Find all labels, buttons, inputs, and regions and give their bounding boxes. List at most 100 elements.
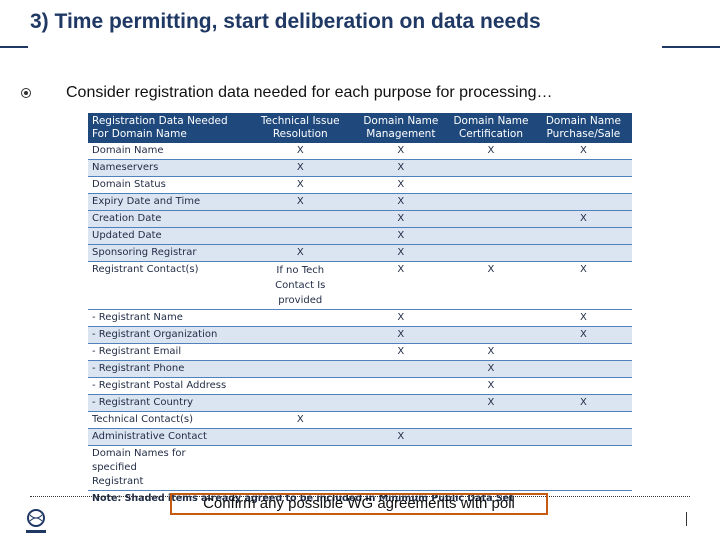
table-row: Sponsoring Registrar X X bbox=[88, 244, 632, 262]
title-rule bbox=[0, 46, 28, 48]
cell: X bbox=[534, 326, 632, 344]
cell bbox=[447, 210, 535, 228]
cell: X bbox=[447, 394, 535, 412]
cell bbox=[246, 309, 355, 327]
cell bbox=[246, 360, 355, 378]
cell: X bbox=[354, 309, 448, 327]
cell bbox=[246, 428, 355, 446]
row-label: Sponsoring Registrar bbox=[88, 244, 246, 262]
cell: X bbox=[246, 143, 355, 160]
slide-title: 3) Time permitting, start deliberation o… bbox=[30, 10, 541, 33]
cell bbox=[447, 159, 535, 177]
cell: X bbox=[447, 261, 535, 310]
bullet-icon bbox=[21, 88, 31, 98]
cell: X bbox=[354, 244, 448, 262]
column-header: Domain Name Management bbox=[354, 113, 448, 143]
cell bbox=[534, 193, 632, 211]
table-row: Creation Date X X bbox=[88, 210, 632, 228]
logo-word bbox=[26, 530, 46, 533]
cell bbox=[534, 360, 632, 378]
cell: X bbox=[534, 261, 632, 310]
cell: X bbox=[354, 143, 448, 160]
cell bbox=[447, 244, 535, 262]
cell bbox=[534, 176, 632, 194]
cell bbox=[246, 227, 355, 245]
table-body: Domain Name X X X X Nameservers X X Domain Statu… bbox=[88, 143, 632, 507]
table-row: Technical Contact(s) X bbox=[88, 411, 632, 429]
table-row: Expiry Date and Time X X bbox=[88, 193, 632, 211]
bullet-text: Consider registration data needed for ea… bbox=[66, 84, 553, 101]
row-label: Creation Date bbox=[88, 210, 246, 228]
table-row: Nameservers X X bbox=[88, 159, 632, 177]
cell: X bbox=[246, 244, 355, 262]
row-label: - Registrant Country bbox=[88, 394, 246, 412]
cell: X bbox=[447, 360, 535, 378]
table-row: Registrant Contact(s) If no Tech Contact … bbox=[88, 261, 632, 310]
cell: X bbox=[246, 411, 355, 429]
row-label: Administrative Contact bbox=[88, 428, 246, 446]
table-row: - Registrant Email X X bbox=[88, 343, 632, 361]
table-row: - Registrant Organization X X bbox=[88, 326, 632, 344]
table-row: - Registrant Phone X bbox=[88, 360, 632, 378]
cell bbox=[534, 377, 632, 395]
cell bbox=[534, 343, 632, 361]
callout: Confirm any possible WG agreements with … bbox=[170, 493, 548, 515]
cell: X bbox=[354, 227, 448, 245]
cell bbox=[534, 244, 632, 262]
cell: X bbox=[447, 343, 535, 361]
row-label: Expiry Date and Time bbox=[88, 193, 246, 211]
logo-lines bbox=[29, 514, 43, 522]
table-row: - Registrant Name X X bbox=[88, 309, 632, 327]
table-row: Domain Status X X bbox=[88, 176, 632, 194]
table-note: Note: Shaded items already agreed to be … bbox=[92, 493, 514, 504]
cell bbox=[447, 445, 535, 491]
cell: X bbox=[246, 193, 355, 211]
cell bbox=[534, 159, 632, 177]
cell: X bbox=[246, 159, 355, 177]
cell bbox=[447, 428, 535, 446]
cell: X bbox=[354, 326, 448, 344]
cell: X bbox=[354, 193, 448, 211]
row-label: - Registrant Name bbox=[88, 309, 246, 327]
table-row: Domain Names for specified Registrant bbox=[88, 445, 632, 491]
column-header: Registration Data Needed For Domain Name bbox=[88, 113, 246, 143]
table-row: Domain Name X X X X bbox=[88, 143, 632, 160]
divider bbox=[686, 512, 687, 526]
cell bbox=[354, 411, 448, 429]
cell bbox=[246, 377, 355, 395]
cell: X bbox=[354, 176, 448, 194]
cell: X bbox=[534, 394, 632, 412]
row-label: Registrant Contact(s) bbox=[88, 261, 246, 310]
cell: X bbox=[447, 143, 535, 160]
cell bbox=[534, 428, 632, 446]
cell bbox=[447, 309, 535, 327]
cell: X bbox=[354, 159, 448, 177]
row-label: Technical Contact(s) bbox=[88, 411, 246, 429]
footer-rule bbox=[30, 496, 690, 497]
table-header: Registration Data Needed For Domain Name… bbox=[88, 113, 632, 143]
cell bbox=[354, 394, 448, 412]
table-row: Updated Date X bbox=[88, 227, 632, 245]
row-label: Domain Names for specified Registrant bbox=[88, 445, 246, 491]
cell bbox=[246, 210, 355, 228]
cell: X bbox=[534, 143, 632, 160]
row-label: - Registrant Email bbox=[88, 343, 246, 361]
cell: X bbox=[246, 176, 355, 194]
row-label: - Registrant Organization bbox=[88, 326, 246, 344]
cell: X bbox=[354, 261, 448, 310]
column-header: Domain Name Certification bbox=[447, 113, 535, 143]
title-rule bbox=[662, 46, 720, 48]
logo-globe bbox=[27, 509, 45, 527]
cell bbox=[447, 411, 535, 429]
table-row: - Registrant Country X X bbox=[88, 394, 632, 412]
cell bbox=[447, 326, 535, 344]
cell: X bbox=[354, 428, 448, 446]
cell bbox=[534, 411, 632, 429]
cell bbox=[534, 227, 632, 245]
cell bbox=[354, 445, 448, 491]
cell bbox=[354, 377, 448, 395]
logo bbox=[26, 509, 46, 533]
table-row: - Registrant Postal Address X bbox=[88, 377, 632, 395]
cell bbox=[246, 445, 355, 491]
